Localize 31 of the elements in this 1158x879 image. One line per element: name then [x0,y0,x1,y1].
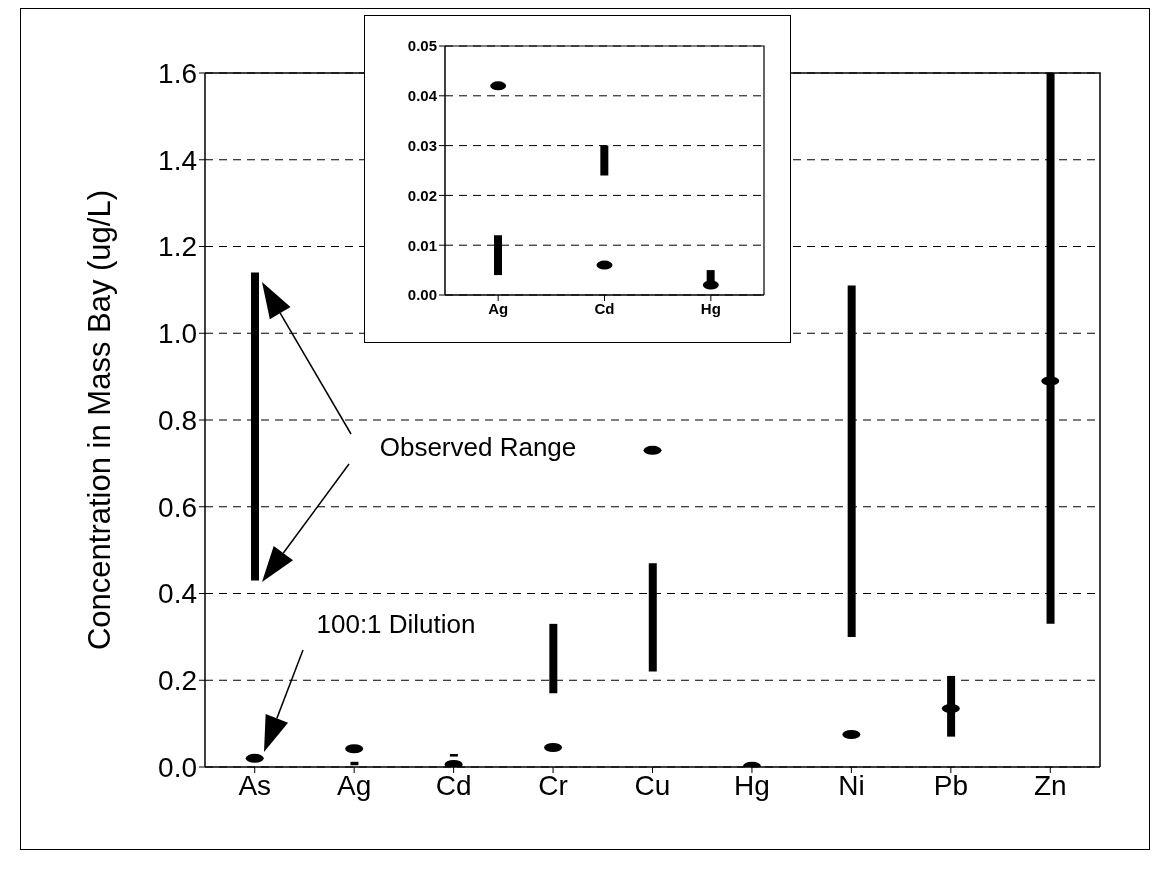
y-tick-label: 1.4 [158,144,197,176]
x-tick-label: Hg [734,769,770,801]
x-tick-label: Cd [435,769,472,801]
y-tick-label: 0.01 [407,236,437,254]
annotation: Observed Range [379,431,577,462]
x-tick-label: Ag [337,769,372,801]
y-tick-label: 0.02 [407,186,437,204]
y-tick-label: 0.03 [407,136,437,154]
y-tick-label: 1.2 [158,231,197,263]
x-tick-label: Cd [594,299,615,317]
y-tick-label: 0.05 [407,37,437,55]
x-tick-label: Cr [538,769,568,801]
x-tick-label: Pb [933,769,968,801]
y-tick-label: 0.2 [158,665,197,697]
x-tick-label: Cu [634,769,671,801]
x-tick-label: As [238,769,272,801]
x-tick-label: Zn [1033,769,1067,801]
y-tick-label: 1.6 [158,57,197,89]
y-tick-label: 0.8 [158,404,197,436]
x-tick-label: Ag [488,299,509,317]
x-tick-label: Hg [700,299,721,317]
y-tick-label: 0.0 [158,751,197,783]
annotation: 100:1 Dilution [316,608,476,639]
bar [449,753,458,757]
y-tick-label: 0.6 [158,491,197,523]
x-tick-label: Ni [838,769,865,801]
y-axis-title: Concentration in Mass Bay (ug/L) [82,189,117,651]
y-tick-label: 0.00 [407,286,437,304]
y-tick-label: 1.0 [158,318,197,350]
y-tick-label: 0.4 [158,578,197,610]
y-tick-label: 0.04 [407,87,438,105]
